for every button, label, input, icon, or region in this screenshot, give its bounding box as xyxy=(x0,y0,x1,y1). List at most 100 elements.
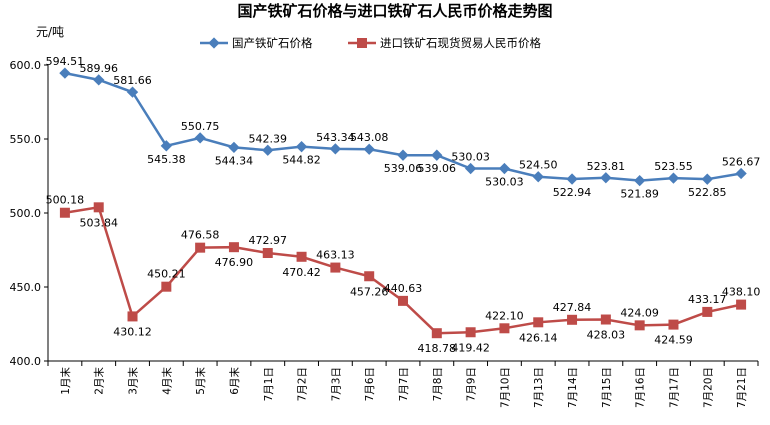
data-label: 521.89 xyxy=(620,188,659,201)
data-label: 476.90 xyxy=(215,256,254,269)
data-label: 440.63 xyxy=(384,282,423,295)
legend-label-domestic: 国产铁矿石价格 xyxy=(232,36,313,50)
y-tick-label: 600.0 xyxy=(10,59,42,72)
chart-title: 国产铁矿石价格与进口铁矿石人民币价格走势图 xyxy=(237,2,552,20)
imported-point xyxy=(93,202,104,213)
x-tick-label: 7月9日 xyxy=(466,367,478,401)
domestic-point xyxy=(194,132,206,144)
imported-point xyxy=(398,295,408,306)
data-label: 419.42 xyxy=(451,341,490,354)
data-label: 457.26 xyxy=(350,285,389,298)
domestic-point xyxy=(397,149,409,161)
data-label: 544.82 xyxy=(282,154,321,167)
x-tick-label: 4月末 xyxy=(160,367,173,395)
x-tick-label: 2月末 xyxy=(93,367,106,395)
data-label: 503.84 xyxy=(79,216,118,229)
domestic-point xyxy=(566,173,578,185)
imported-point xyxy=(736,299,747,310)
data-label: 438.10 xyxy=(722,286,761,299)
imported-point xyxy=(702,306,713,317)
x-tick-label: 7月14日 xyxy=(567,367,579,408)
data-label: 427.84 xyxy=(553,301,592,314)
domestic-point xyxy=(464,162,477,175)
data-label: 450.21 xyxy=(147,268,186,281)
y-tick-label: 400.0 xyxy=(10,355,42,368)
data-label: 524.50 xyxy=(519,159,558,172)
domestic-point xyxy=(93,74,105,86)
data-label: 424.59 xyxy=(654,334,693,347)
domestic-point xyxy=(667,172,680,184)
y-tick-label: 450.0 xyxy=(10,281,42,294)
data-label: 428.03 xyxy=(587,329,626,342)
data-label: 545.38 xyxy=(147,153,186,166)
x-tick-label: 5月末 xyxy=(194,367,207,395)
x-tick-label: 7月15日 xyxy=(601,367,613,408)
imported-point xyxy=(431,328,442,339)
data-label: 426.14 xyxy=(519,331,558,344)
data-label: 418.78 xyxy=(418,342,457,355)
data-label: 543.08 xyxy=(350,131,389,144)
x-tick-label: 1月末 xyxy=(59,367,72,395)
domestic-point xyxy=(295,141,308,153)
imported-point xyxy=(567,314,578,325)
imported-point xyxy=(634,320,645,331)
data-label: 470.42 xyxy=(282,266,321,279)
domestic-point xyxy=(160,140,172,152)
imported-point xyxy=(296,251,307,262)
imported-point xyxy=(600,314,611,325)
x-tick-label: 7月17日 xyxy=(668,367,680,408)
legend-label-imported: 进口铁矿石现货贸易人民币价格 xyxy=(380,36,541,50)
data-label: 522.85 xyxy=(688,186,727,199)
x-tick-label: 7月16日 xyxy=(635,367,647,408)
domestic-point xyxy=(363,143,375,155)
data-label: 530.03 xyxy=(485,176,524,189)
data-label: 472.97 xyxy=(249,234,288,247)
domestic-point xyxy=(600,172,612,184)
data-label: 424.09 xyxy=(620,306,659,319)
domestic-point xyxy=(431,149,443,161)
x-tick-label: 7月6日 xyxy=(364,367,376,401)
x-tick-label: 7月13日 xyxy=(533,367,545,408)
x-tick-label: 7月20日 xyxy=(702,367,714,408)
domestic-point xyxy=(329,143,342,155)
data-label: 433.17 xyxy=(688,293,727,306)
data-label: 500.18 xyxy=(46,194,85,207)
data-label: 542.39 xyxy=(249,132,288,145)
data-label: 550.75 xyxy=(181,120,220,133)
domestic-point xyxy=(228,141,240,154)
data-label: 523.81 xyxy=(587,160,626,173)
y-tick-label: 550.0 xyxy=(10,133,42,146)
series-layer xyxy=(59,67,747,339)
x-tick-label: 7月2日 xyxy=(297,367,309,401)
data-label: 526.67 xyxy=(722,156,761,169)
data-label: 589.96 xyxy=(79,62,118,75)
imported-point xyxy=(161,281,172,292)
x-tick-label: 7月7日 xyxy=(398,367,410,401)
y-axis-unit: 元/吨 xyxy=(36,25,64,39)
x-tick-label: 7月21日 xyxy=(736,367,748,408)
data-label: 522.94 xyxy=(553,186,592,199)
data-label: 594.51 xyxy=(46,55,85,68)
domestic-point xyxy=(701,173,713,185)
domestic-point xyxy=(498,162,511,175)
data-label: 463.13 xyxy=(316,249,355,262)
data-label: 430.12 xyxy=(113,325,152,338)
imported-point xyxy=(499,323,510,334)
domestic-point xyxy=(532,171,544,183)
imported-point xyxy=(59,207,70,218)
data-label: 581.66 xyxy=(113,74,152,87)
data-label: 544.34 xyxy=(215,154,254,167)
x-tick-label: 3月末 xyxy=(127,367,140,395)
x-tick-label: 7月10日 xyxy=(499,367,511,408)
imported-point xyxy=(364,271,375,282)
domestic-point xyxy=(735,167,747,180)
imported-point xyxy=(465,327,476,338)
legend-marker-domestic xyxy=(208,37,220,49)
data-label: 523.55 xyxy=(654,160,693,173)
legend-marker-imported xyxy=(357,38,367,48)
domestic-point xyxy=(262,144,274,156)
x-tick-label: 7月1日 xyxy=(263,367,275,401)
imported-point xyxy=(195,242,206,253)
